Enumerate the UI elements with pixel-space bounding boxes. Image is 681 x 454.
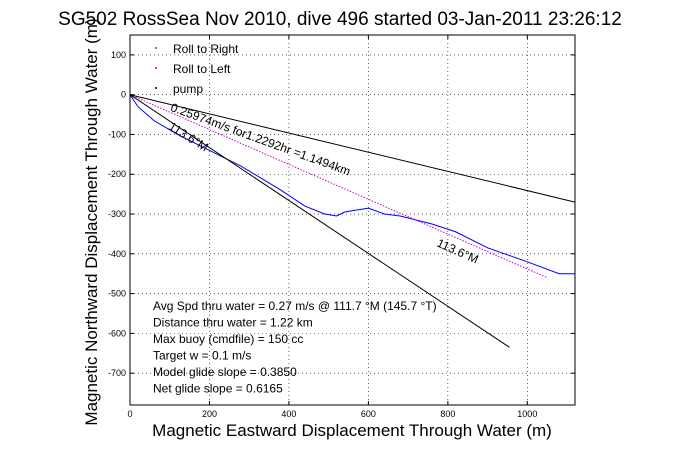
legend-marker bbox=[155, 47, 157, 49]
info-line: Distance thru water = 1.22 km bbox=[153, 316, 313, 330]
series-line-2 bbox=[130, 94, 575, 203]
grid-lines bbox=[130, 35, 575, 405]
x-axis-label: Magnetic Eastward Displacement Through W… bbox=[152, 421, 552, 440]
info-text-block: Avg Spd thru water = 0.27 m/s @ 111.7 °M… bbox=[153, 299, 437, 396]
legend-marker bbox=[155, 87, 157, 89]
y-tick-label: -400 bbox=[108, 249, 126, 259]
legend: Roll to Right Roll to Left pump bbox=[155, 42, 239, 96]
y-tick-label: -200 bbox=[108, 169, 126, 179]
legend-entry-label: Roll to Right bbox=[173, 42, 239, 56]
y-axis-label: Magnetic Northward Displacement Through … bbox=[82, 18, 101, 425]
info-line: Avg Spd thru water = 0.27 m/s @ 111.7 °M… bbox=[153, 299, 437, 313]
legend-entry-label: Roll to Left bbox=[173, 62, 231, 76]
series-line-3 bbox=[130, 94, 510, 348]
info-line: Model glide slope = 0.3850 bbox=[153, 365, 297, 379]
legend-entry-label: pump bbox=[173, 82, 203, 96]
y-tick-label: -600 bbox=[108, 328, 126, 338]
x-tick-label: 200 bbox=[202, 409, 217, 419]
info-line: Net glide slope = 0.6165 bbox=[153, 382, 283, 396]
y-tick-label: 0 bbox=[121, 90, 126, 100]
x-tick-label: 400 bbox=[281, 409, 296, 419]
x-tick-label: 0 bbox=[127, 409, 132, 419]
y-tick-label: -100 bbox=[108, 129, 126, 139]
plot-frame bbox=[129, 34, 576, 406]
y-tick-label: 100 bbox=[111, 50, 126, 60]
y-tick-label: -700 bbox=[108, 368, 126, 378]
axis-ticks: 0 200 400 600 800 10001000-100-200-300-400-50… bbox=[108, 35, 575, 419]
x-tick-label: 600 bbox=[361, 409, 376, 419]
x-tick-label: 1000 bbox=[517, 409, 537, 419]
legend-marker bbox=[155, 67, 157, 69]
series-line-0 bbox=[130, 94, 575, 275]
series-line-1 bbox=[130, 94, 548, 279]
y-tick-label: -300 bbox=[108, 209, 126, 219]
info-line: Max buoy (cmdfile) = 150 cc bbox=[153, 332, 303, 346]
chart-title: SG502 RossSea Nov 2010, dive 496 started… bbox=[58, 9, 622, 30]
plot-background bbox=[130, 35, 575, 405]
data-series bbox=[130, 94, 575, 348]
y-tick-label: -500 bbox=[108, 289, 126, 299]
x-tick-label: 800 bbox=[440, 409, 455, 419]
info-line: Target w = 0.1 m/s bbox=[153, 349, 251, 363]
